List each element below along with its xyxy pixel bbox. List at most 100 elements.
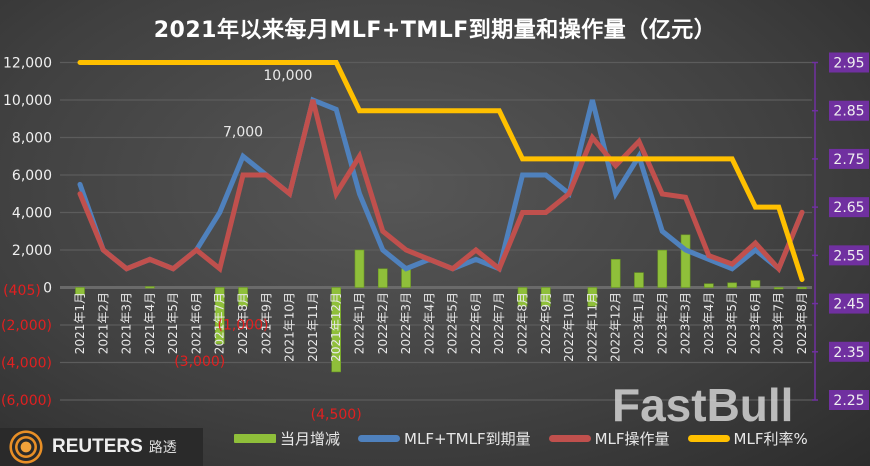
left-tick-label: 6,000 xyxy=(12,168,52,184)
right-tick-label: 2.85 xyxy=(833,104,864,120)
bar xyxy=(797,287,807,290)
category-label: 2023年7月 xyxy=(772,292,786,354)
data-label: (405) xyxy=(3,283,41,299)
line-expiry xyxy=(77,96,805,273)
category-label: 2023年4月 xyxy=(702,292,716,354)
category-label: 2021年5月 xyxy=(166,292,180,354)
left-tick-label: (2,000) xyxy=(1,318,52,334)
data-label: (3,000) xyxy=(174,354,225,370)
category-label: 2022年8月 xyxy=(516,292,530,354)
bar xyxy=(541,287,551,307)
legend-swatch xyxy=(358,435,401,442)
category-label: 2023年8月 xyxy=(795,292,809,354)
right-tick-label: 2.95 xyxy=(833,56,864,72)
category-label: 2023年6月 xyxy=(748,292,762,354)
category-label: 2022年1月 xyxy=(352,292,366,354)
category-label: 2021年7月 xyxy=(213,292,227,354)
category-label: 2022年4月 xyxy=(422,292,436,354)
left-tick-label: 0 xyxy=(43,281,52,297)
bar xyxy=(75,287,85,296)
right-tick-label: 2.25 xyxy=(833,393,864,409)
right-tick-label: 2.35 xyxy=(833,345,864,361)
bar xyxy=(704,283,714,288)
category-label: 2021年3月 xyxy=(120,292,134,354)
bar xyxy=(331,287,341,373)
bar xyxy=(773,287,784,290)
category-label: 2022年3月 xyxy=(399,292,413,354)
fastbull-watermark: FastBull xyxy=(612,379,794,431)
right-tick-label: 2.55 xyxy=(833,248,864,264)
reuters-name-cn: 路透 xyxy=(148,440,177,456)
bar xyxy=(377,268,388,288)
right-tick-label: 2.45 xyxy=(833,297,864,313)
data-label: (1,000) xyxy=(218,317,269,333)
bar xyxy=(517,287,528,307)
category-label: 2021年4月 xyxy=(143,292,157,354)
category-label: 2022年2月 xyxy=(376,292,390,354)
data-label: 7,000 xyxy=(223,124,263,140)
chart-title: 2021年以来每月MLF+TMLF到期量和操作量（亿元） xyxy=(153,18,717,43)
left-tick-label: 10,000 xyxy=(3,93,52,109)
bar xyxy=(145,286,155,289)
category-label: 2021年10月 xyxy=(283,292,297,362)
category-label: 2022年7月 xyxy=(492,292,506,354)
category-label: 2023年2月 xyxy=(655,292,669,354)
legend-item-bar: 当月增减 xyxy=(234,428,340,449)
bar xyxy=(727,282,737,288)
legend: 当月增减 MLF+TMLF到期量 MLF操作量 MLF利率% xyxy=(234,428,826,449)
legend-label: MLF利率% xyxy=(733,430,808,448)
category-label: 2022年5月 xyxy=(446,292,460,354)
category-label: 2023年1月 xyxy=(632,292,646,354)
left-tick-label: 12,000 xyxy=(3,56,52,72)
left-tick-label: (6,000) xyxy=(1,393,52,409)
left-tick-label: 4,000 xyxy=(12,206,52,222)
legend-label: MLF操作量 xyxy=(594,430,670,448)
bar xyxy=(657,249,668,288)
legend-item-expiry: MLF+TMLF到期量 xyxy=(358,428,531,449)
legend-swatch xyxy=(687,435,730,442)
right-tick-bg xyxy=(829,245,869,266)
bar xyxy=(634,272,644,288)
left-tick-label: (4,000) xyxy=(1,356,52,372)
bar xyxy=(750,280,761,288)
right-tick-bg xyxy=(829,52,869,73)
legend-swatch xyxy=(548,435,591,442)
right-tick-bg xyxy=(829,100,869,121)
line-operation xyxy=(77,99,805,274)
legend-label: 当月增减 xyxy=(280,430,341,448)
right-tick-label: 2.65 xyxy=(833,200,864,216)
bar xyxy=(214,287,225,345)
reuters-logo: REUTERS 路透 xyxy=(0,428,203,466)
category-label: 2021年6月 xyxy=(189,292,203,354)
category-label: 2021年12月 xyxy=(329,292,343,362)
bar xyxy=(587,287,598,307)
left-tick-label: 2,000 xyxy=(12,243,52,259)
category-label: 2023年3月 xyxy=(679,292,693,354)
right-tick-bg xyxy=(829,148,869,169)
category-label: 2021年9月 xyxy=(259,292,273,354)
category-label: 2022年11月 xyxy=(585,292,599,362)
legend-label: MLF+TMLF到期量 xyxy=(404,430,531,448)
left-tick-label: 8,000 xyxy=(12,131,52,147)
data-label: 10,000 xyxy=(263,68,312,84)
category-label: 2021年2月 xyxy=(96,292,110,354)
reuters-name: REUTERS xyxy=(52,436,143,457)
legend-swatch xyxy=(234,434,276,443)
category-label: 2021年11月 xyxy=(306,292,320,362)
data-label: (4,500) xyxy=(311,407,362,423)
category-label: 2022年12月 xyxy=(609,292,623,362)
category-label: 2021年1月 xyxy=(73,292,87,354)
right-tick-bg xyxy=(829,390,869,410)
reuters-dots-icon xyxy=(8,429,44,465)
right-tick-label: 2.75 xyxy=(833,152,864,168)
category-label: 2023年5月 xyxy=(725,292,739,354)
category-label: 2022年10月 xyxy=(562,292,576,362)
bar xyxy=(238,287,248,307)
right-tick-bg xyxy=(829,293,869,314)
line-rate xyxy=(77,60,805,282)
category-label: 2021年8月 xyxy=(236,292,250,354)
category-label: 2022年9月 xyxy=(539,292,553,354)
category-label: 2022年6月 xyxy=(469,292,483,354)
bar xyxy=(610,259,621,288)
